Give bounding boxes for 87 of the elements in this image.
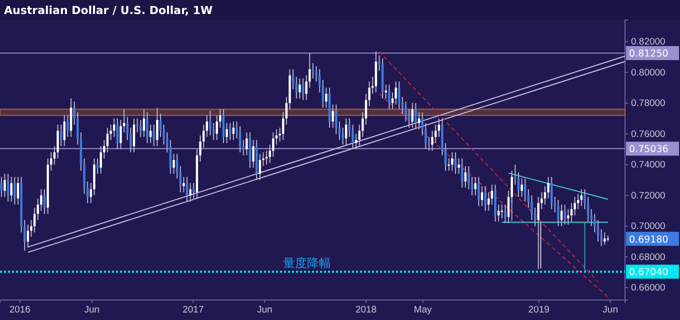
ref-line-label: 0.67040 [629, 267, 668, 278]
annotation: 量度降幅 [283, 256, 332, 270]
candlestick [398, 81, 400, 110]
y-tick-label: 0.66000 [631, 282, 666, 294]
candlestick [302, 78, 304, 100]
y-tick-label: 0.80000 [631, 67, 666, 78]
candlestick [325, 87, 328, 108]
y-tick-label: 0.78000 [631, 98, 666, 110]
candlestick [6, 173, 10, 202]
candlestick [252, 140, 254, 168]
y-tick-label: 0.74000 [631, 160, 666, 171]
candlestick [10, 176, 12, 202]
y-tick-label: 0.82000 [631, 36, 666, 48]
candlestick [70, 98, 72, 138]
candlestick [258, 153, 262, 180]
candlestick [132, 118, 136, 153]
candlestick [461, 158, 464, 188]
candlestick [156, 107, 158, 147]
candlestick [451, 152, 454, 172]
candlestick [176, 153, 178, 179]
candlestick [113, 118, 116, 138]
x-tick-label: Jun [602, 304, 618, 316]
candlestick [557, 200, 560, 227]
candlestick [550, 176, 553, 210]
candlestick [186, 176, 188, 202]
candlestick [394, 81, 397, 106]
y-tick-label: 0.72000 [631, 190, 666, 202]
x-tick-label: May [414, 304, 432, 316]
candlestick [66, 114, 69, 138]
candlestick [524, 178, 526, 202]
candlestick [537, 196, 540, 270]
candlestick [169, 140, 172, 174]
x-tick-label: 2019 [528, 304, 550, 316]
candlestick [246, 132, 248, 156]
candlestick [484, 186, 486, 212]
candlestick [322, 80, 324, 108]
candlestick [16, 176, 20, 206]
candlestick [209, 110, 212, 136]
x-tick-label: 2018 [355, 304, 377, 316]
candlestick [248, 132, 252, 168]
candlestick [189, 182, 192, 202]
x-tick-label: Jun [257, 304, 272, 316]
candlestick [504, 204, 506, 224]
candlestick [140, 120, 142, 138]
candlestick [146, 112, 148, 144]
ref-line-label: 0.81250 [629, 48, 668, 60]
x-tick-label: 2016 [9, 304, 30, 316]
candlestick [438, 118, 440, 138]
x-tick-label: Jun [84, 304, 100, 316]
candlestick [206, 114, 208, 138]
candlestick [159, 113, 162, 138]
candlestick [298, 78, 301, 99]
candlestick [14, 176, 16, 206]
chart-title: Australian Dollar / U.S. Dollar, 1W [4, 4, 213, 17]
candlestick [212, 122, 215, 140]
candlestick [0, 176, 3, 198]
candlestick [520, 178, 523, 198]
y-tick-label: 0.68000 [631, 252, 666, 263]
candlestick [282, 112, 284, 140]
y-tick-label: 0.70000 [631, 221, 666, 232]
candlestick [192, 182, 195, 199]
candlestick [345, 118, 348, 146]
candlestick [116, 118, 119, 150]
y-tick-label: 0.76000 [631, 128, 666, 140]
candlestick [312, 62, 314, 79]
annotation: 0.69180 [629, 234, 668, 246]
candlestick [478, 176, 480, 207]
candlestick [411, 102, 414, 128]
candlestick [63, 114, 66, 147]
candlestick [4, 173, 6, 198]
candlestick [414, 102, 417, 130]
candlestick [226, 122, 228, 144]
candlestick [295, 76, 298, 99]
candlestick [517, 172, 520, 198]
candlestick [172, 153, 175, 174]
ref-line-label: 0.75036 [629, 144, 668, 156]
candlestick [458, 158, 460, 174]
candlestick [229, 122, 232, 140]
candlestick [232, 121, 235, 140]
candlestick [388, 84, 390, 110]
candlestick [136, 118, 138, 133]
candlestick [182, 176, 185, 193]
candlestick [222, 108, 225, 144]
candlestick [570, 202, 573, 222]
candlestick [142, 108, 146, 138]
candlestick [596, 220, 600, 242]
x-tick-label: 2017 [182, 304, 204, 316]
